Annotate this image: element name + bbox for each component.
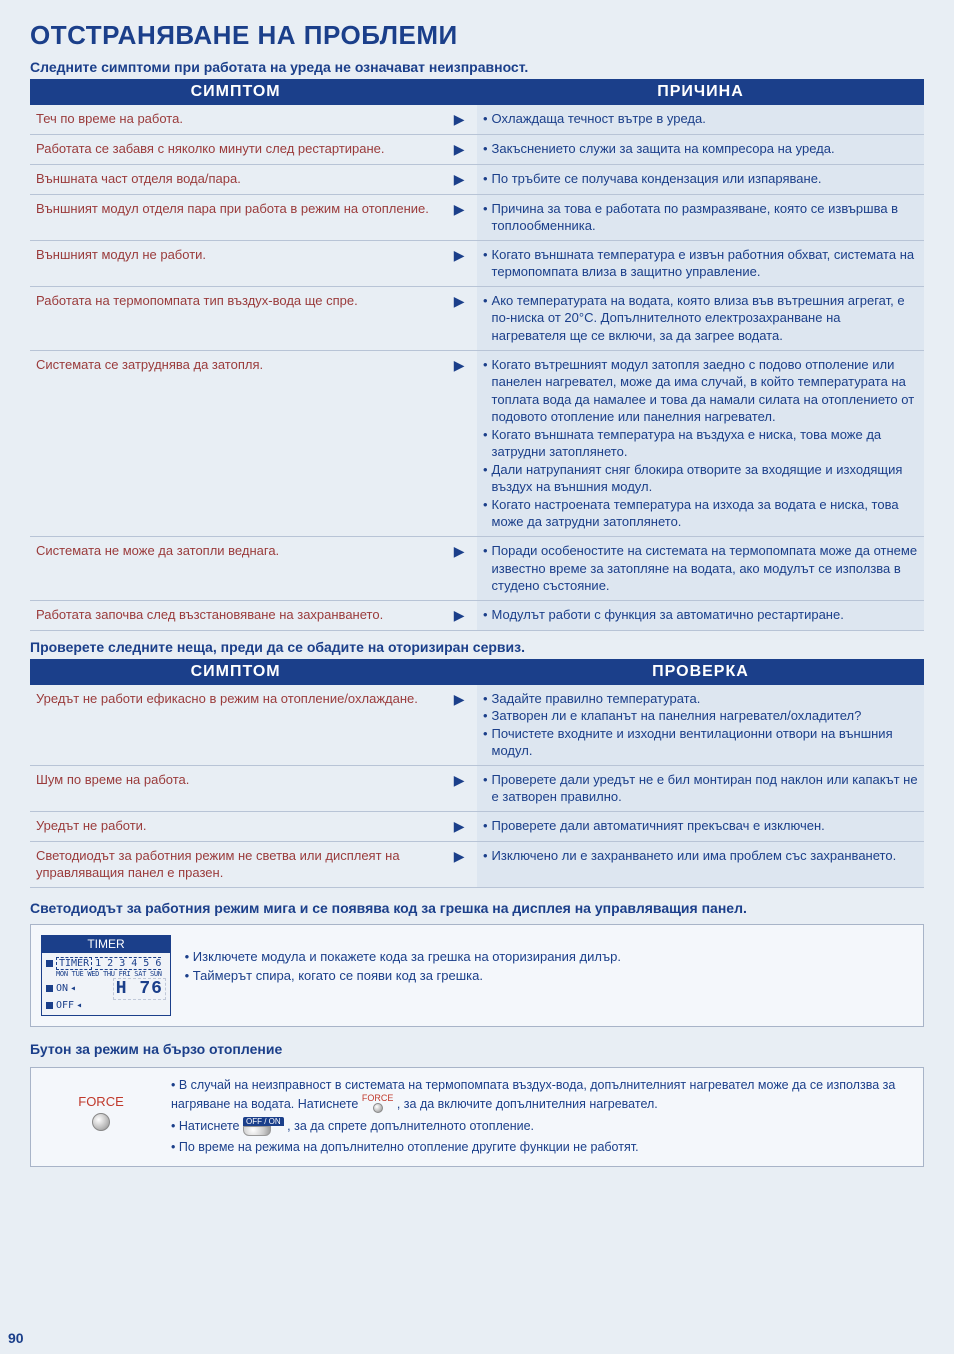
arrow-icon: ▶ [441, 164, 477, 194]
arrow-icon: ▶ [441, 350, 477, 536]
header-cause: ПРИЧИНА [477, 79, 924, 105]
table-row-cause: • Задайте правилно температурата.• Затво… [477, 685, 924, 766]
timer-bullet-2: Таймерът спира, когато се появи код за г… [193, 968, 483, 983]
table-row-symptom: Работата на термопомпата тип въздух-вода… [30, 286, 441, 350]
subtitle-force-heat: Бутон за режим на бързо отопление [30, 1041, 924, 1057]
timer-badge: TIMER [56, 957, 92, 970]
header-symptom: СИМПТОМ [30, 79, 441, 105]
symptom-cause-table: СИМПТОМ ПРИЧИНА Теч по време на работа.▶… [30, 79, 924, 631]
table-row-symptom: Системата се затруднява да затопля. [30, 350, 441, 536]
table-row-symptom: Системата не може да затопли веднага. [30, 536, 441, 600]
table-row-symptom: Шум по време на работа. [30, 765, 441, 811]
table-row-symptom: Теч по време на работа. [30, 105, 441, 134]
arrow-icon: ▶ [441, 286, 477, 350]
timer-days: MON TUE WED THU FRI SAT SUN [56, 970, 166, 978]
table-row-symptom: Светодиодът за работния режим не светва … [30, 841, 441, 887]
force-line-3: По време на режима на допълнително отопл… [179, 1140, 639, 1154]
table-row-cause: • Поради особеностите на системата на те… [477, 536, 924, 600]
timer-off-arrow: ◂ [76, 1000, 82, 1011]
table-row-cause: • Изключено ли е захранването или има пр… [477, 841, 924, 887]
inline-off-label: OFF / ON [243, 1117, 284, 1126]
force-line-2b: , за да спрете допълнителното отопление. [287, 1119, 534, 1133]
table-row-symptom: Работата започва след възстановяване на … [30, 600, 441, 630]
force-line-1b: , за да включите допълнителния нагревате… [397, 1097, 658, 1111]
table-row-cause: • Охлаждаща течност вътре в уреда. [477, 105, 924, 134]
table-row-symptom: Работата се забавя с няколко минути след… [30, 134, 441, 164]
table-row-symptom: Външният модул отделя пара при работа в … [30, 194, 441, 240]
inline-force-icon: FORCE [362, 1094, 394, 1115]
arrow-icon: ▶ [441, 134, 477, 164]
timer-indicator-2 [46, 985, 53, 992]
force-label: FORCE [31, 1094, 171, 1109]
inline-off-icon: OFF / ON [243, 1117, 284, 1136]
table-row-symptom: Външният модул не работи. [30, 240, 441, 286]
table-row-symptom: Външната част отделя вода/пара. [30, 164, 441, 194]
table-row-cause: • Когато вътрешният модул затопля заедно… [477, 350, 924, 536]
subtitle-check: Проверете следните неща, преди да се оба… [30, 639, 924, 655]
table-row-cause: • Проверете дали автоматичният прекъсвач… [477, 811, 924, 841]
force-line-2a: Натиснете [179, 1119, 240, 1133]
subtitle-led-error: Светодиодът за работния режим мига и се … [30, 900, 924, 916]
timer-panel: TIMER TIMER 1 2 3 4 5 6 MON TUE WED THU … [41, 935, 171, 1016]
page-title: ОТСТРАНЯВАНЕ НА ПРОБЛЕМИ [30, 20, 924, 51]
header-check: ПРОВЕРКА [477, 659, 924, 685]
header-spacer-2 [441, 659, 477, 685]
timer-text: • Изключете модула и покажете кода за гр… [185, 935, 885, 987]
arrow-icon: ▶ [441, 194, 477, 240]
table-row-cause: • Модулът работи с функция за автоматичн… [477, 600, 924, 630]
timer-body: TIMER 1 2 3 4 5 6 MON TUE WED THU FRI SA… [41, 953, 171, 1016]
timer-on-label: ON [56, 983, 68, 994]
inline-force-label: FORCE [362, 1093, 394, 1103]
arrow-icon: ▶ [441, 685, 477, 766]
timer-indicator-1 [46, 960, 53, 967]
force-button-area: FORCE [31, 1068, 171, 1160]
page-number: 90 [8, 1330, 24, 1346]
force-text: • В случай на неизправност в системата н… [171, 1068, 923, 1166]
table-row-symptom: Уредът не работи ефикасно в режим на ото… [30, 685, 441, 766]
force-box: FORCE • В случай на неизправност в систе… [30, 1067, 924, 1167]
timer-indicator-3 [46, 1002, 53, 1009]
subtitle-not-fault: Следните симптоми при работата на уреда … [30, 59, 924, 75]
arrow-icon: ▶ [441, 765, 477, 811]
table-row-cause: • Закъснението служи за защита на компре… [477, 134, 924, 164]
timer-header: TIMER [41, 935, 171, 953]
arrow-icon: ▶ [441, 105, 477, 134]
force-button-icon [92, 1113, 110, 1131]
arrow-icon: ▶ [441, 811, 477, 841]
table-row-symptom: Уредът не работи. [30, 811, 441, 841]
timer-nums: 1 2 3 4 5 6 [95, 957, 161, 970]
table-row-cause: • Причина за това е работата по размразя… [477, 194, 924, 240]
arrow-icon: ▶ [441, 240, 477, 286]
table-row-cause: • Ако температурата на водата, която вли… [477, 286, 924, 350]
timer-bullet-1: Изключете модула и покажете кода за греш… [193, 949, 621, 964]
arrow-icon: ▶ [441, 536, 477, 600]
table-row-cause: • Когато външната температура е извън ра… [477, 240, 924, 286]
header-spacer [441, 79, 477, 105]
header-symptom-2: СИМПТОМ [30, 659, 441, 685]
timer-off-label: OFF [56, 1000, 74, 1011]
table-row-cause: • По тръбите се получава кондензация или… [477, 164, 924, 194]
timer-digits: H 76 [113, 978, 166, 1000]
arrow-icon: ▶ [441, 600, 477, 630]
arrow-icon: ▶ [441, 841, 477, 887]
table-row-cause: • Проверете дали уредът не е бил монтира… [477, 765, 924, 811]
timer-info-box: TIMER TIMER 1 2 3 4 5 6 MON TUE WED THU … [30, 924, 924, 1027]
timer-on-arrow: ◂ [70, 983, 76, 994]
symptom-check-table: СИМПТОМ ПРОВЕРКА Уредът не работи ефикас… [30, 659, 924, 888]
